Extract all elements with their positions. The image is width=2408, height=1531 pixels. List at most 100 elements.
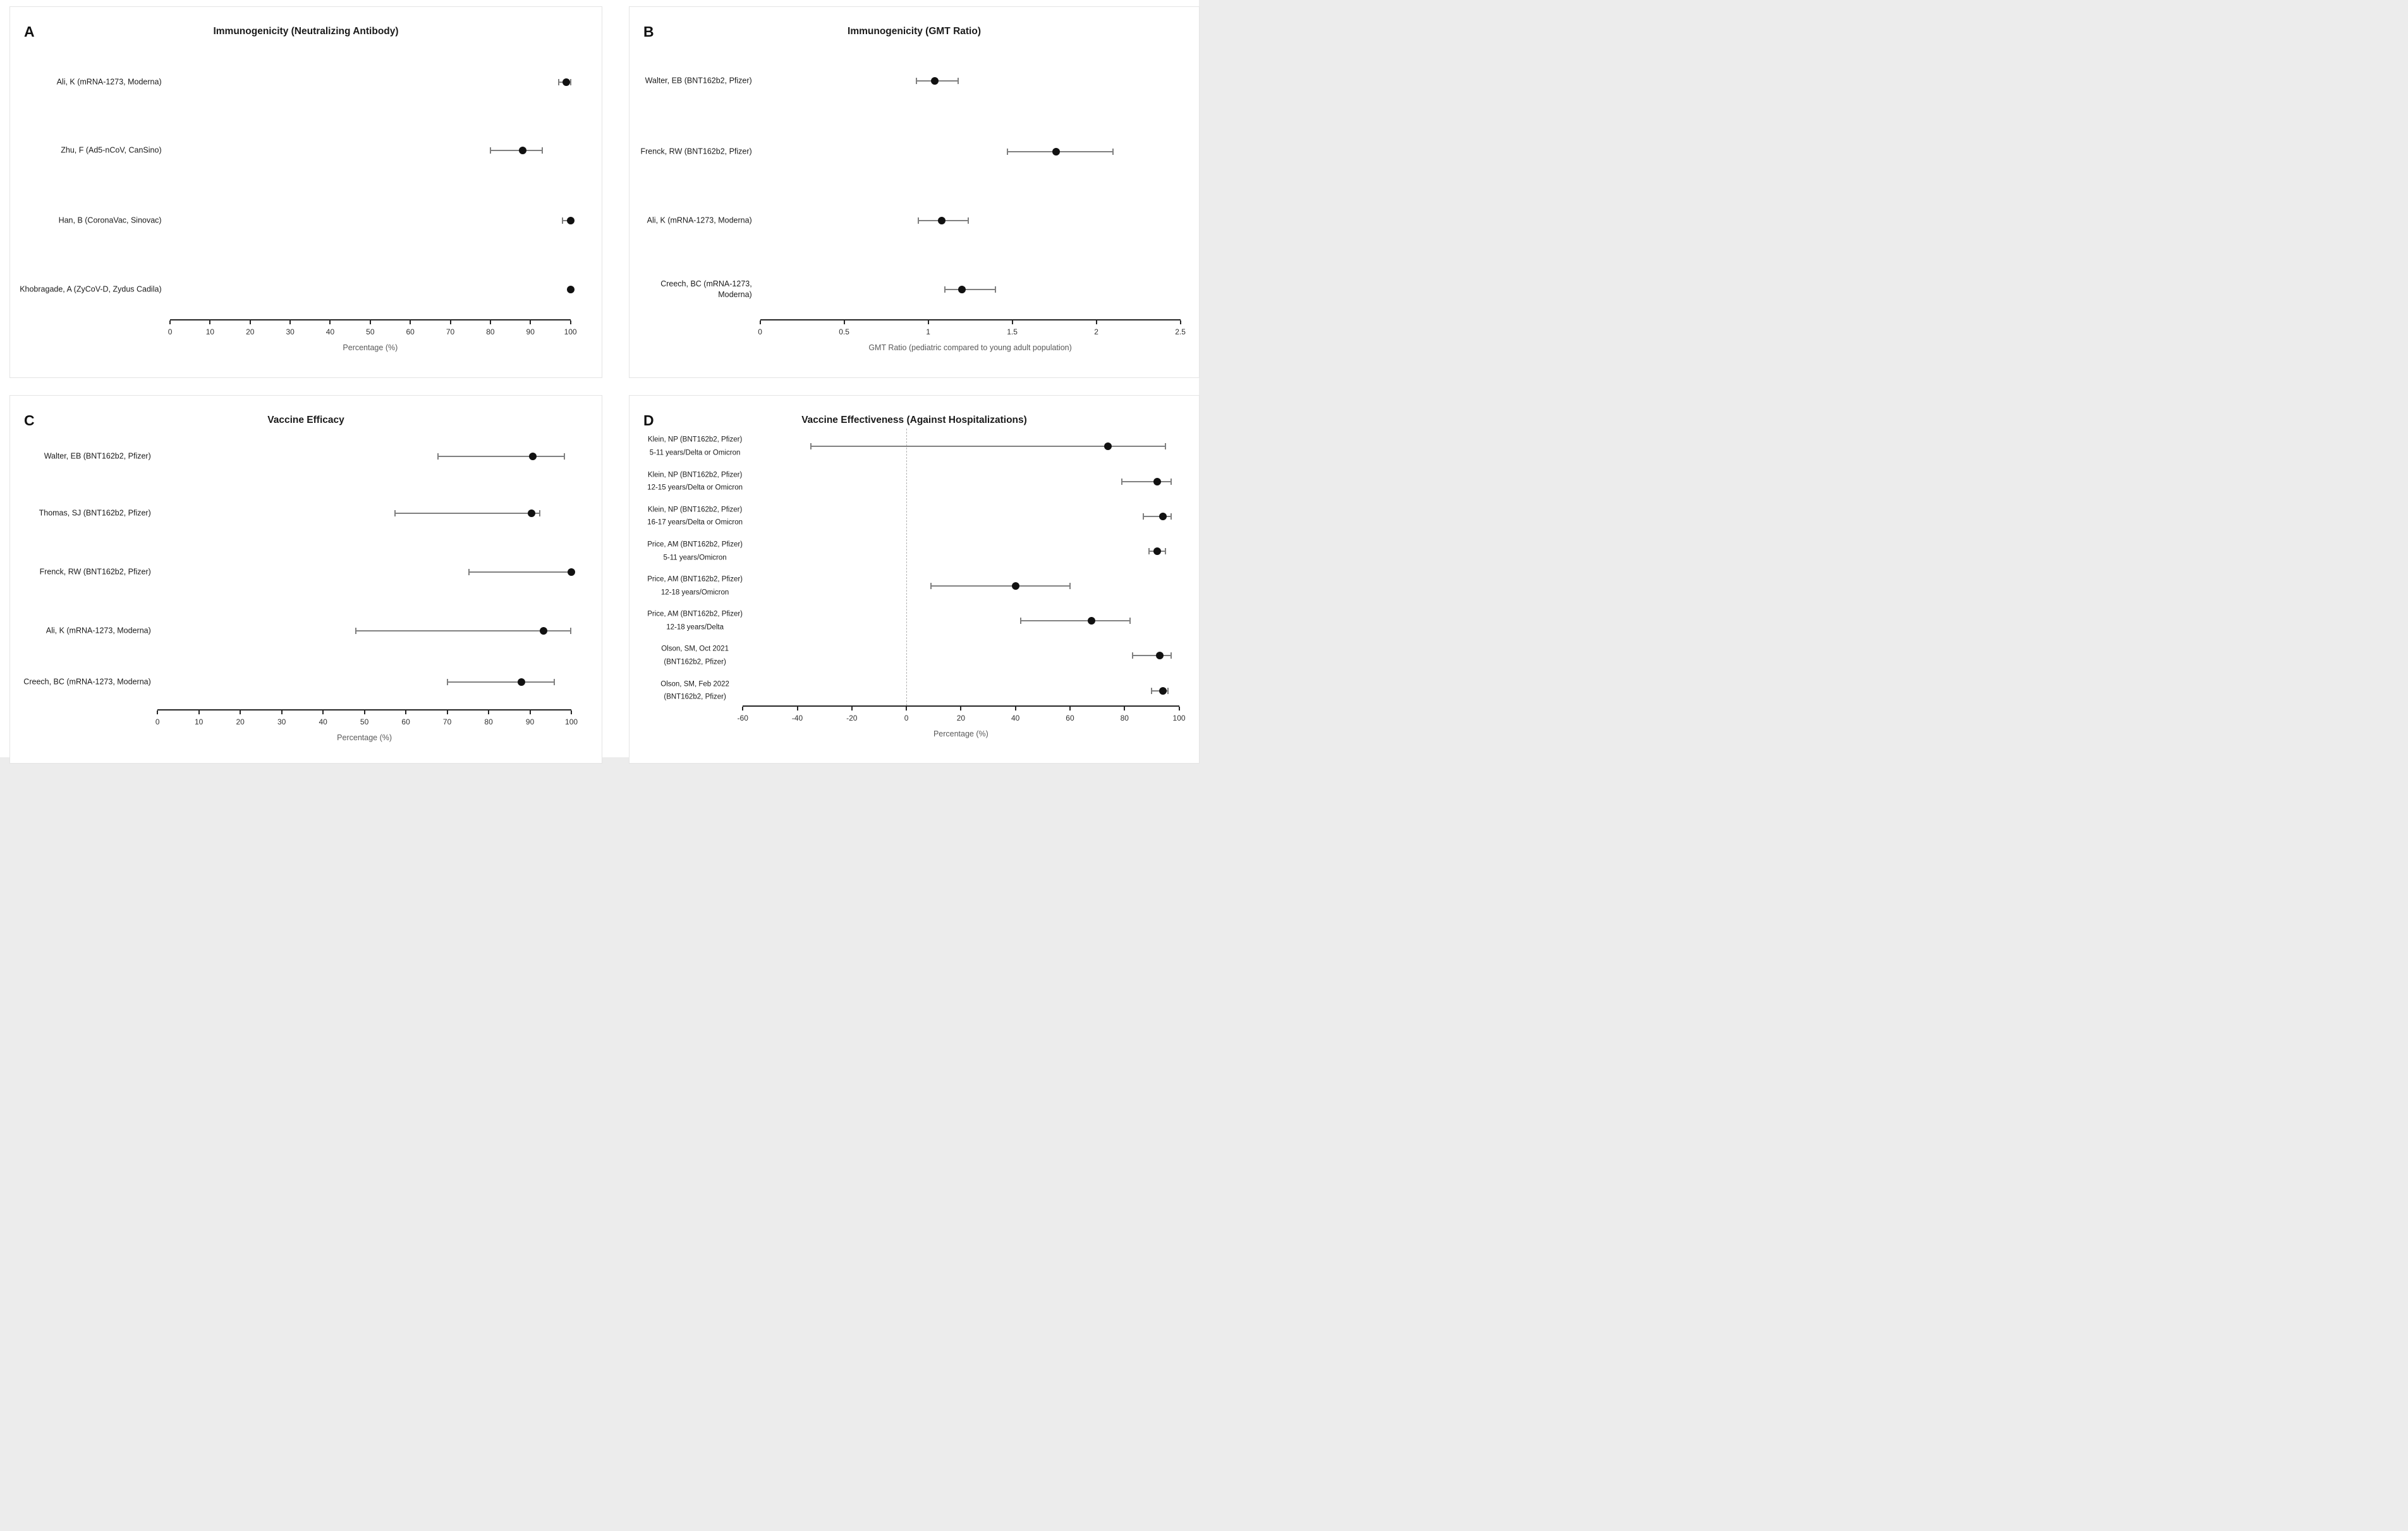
study-label: Frenck, RW (BNT162b2, Pfizer) [39, 567, 151, 576]
study-label-line: (BNT162b2, Pfizer) [664, 693, 726, 701]
panel-d-plot-area: Klein, NP (BNT162b2, Pfizer) 5-11 years/D… [629, 396, 1199, 763]
point-estimate-dot [931, 77, 939, 85]
ci-cap-right [1167, 687, 1169, 694]
confidence-interval-line [945, 289, 995, 291]
axis-tick-label: -60 [737, 714, 748, 723]
panel-a-plot-area: Ali, K (mRNA-1273, Moderna) Zhu, F (Ad5-n… [10, 7, 602, 377]
axis-tick [281, 711, 283, 715]
axis-tick [488, 711, 490, 715]
axis-tick [249, 320, 251, 324]
ci-cap-left [944, 286, 946, 293]
axis-tick [209, 320, 211, 324]
axis-tick [289, 320, 291, 324]
study-label-line: (BNT162b2, Pfizer) [664, 658, 726, 666]
ci-cap-left [355, 628, 356, 634]
ci-cap-left [561, 217, 563, 224]
axis-tick [363, 711, 365, 715]
study-label-line: 5-11 years/Delta or Omicron [649, 449, 741, 457]
panel-a-immunogenicity-neutralizing-antibody: A Immunogenicity (Neutralizing Antibody)… [9, 6, 602, 378]
ci-cap-right [994, 286, 996, 293]
point-estimate-dot [1153, 477, 1162, 485]
axis-tick-label: 40 [319, 717, 327, 727]
axis-tick [157, 711, 159, 715]
confidence-interval-line [1007, 150, 1114, 152]
ci-cap-left [1132, 652, 1134, 659]
axis-tick-label: 20 [246, 327, 255, 336]
axis-tick [530, 320, 532, 324]
point-estimate-dot [1088, 617, 1096, 625]
study-label: Klein, NP (BNT162b2, Pfizer) 12-15 years/… [635, 468, 755, 494]
study-label: Thomas, SJ (BNT162b2, Pfizer) [39, 508, 151, 518]
confidence-interval-line [447, 681, 554, 683]
ci-cap-right [1170, 478, 1172, 485]
ci-cap-left [437, 453, 439, 460]
ci-cap-right [958, 78, 959, 85]
panel-c-vaccine-efficacy: C Vaccine Efficacy Walter, EB (BNT162b2,… [9, 395, 602, 764]
panel-a-title: Immunogenicity (Neutralizing Antibody) [213, 26, 399, 37]
ci-cap-left [810, 443, 812, 450]
study-label-line: 5-11 years/Omicron [663, 553, 727, 561]
point-estimate-dot [518, 678, 526, 686]
confidence-interval-line [1121, 480, 1171, 482]
axis-tick-label: 100 [1172, 714, 1186, 723]
study-label: Han, B (CoronaVac, Sinovac) [58, 216, 162, 225]
ci-cap-right [1112, 148, 1114, 155]
axis-tick [1178, 707, 1180, 711]
confidence-interval-line [930, 585, 1070, 587]
axis-tick [446, 711, 448, 715]
x-axis-line [157, 709, 572, 711]
axis-tick [322, 711, 324, 715]
axis-tick [1124, 707, 1126, 711]
panel-d-title: Vaccine Effectiveness (Against Hospitali… [801, 415, 1027, 425]
axis-tick-label: 0.5 [839, 327, 849, 336]
axis-tick-label: 40 [325, 327, 335, 336]
axis-tick [410, 320, 411, 324]
study-label-line: Klein, NP (BNT162b2, Pfizer) [647, 470, 743, 479]
ci-cap-left [468, 568, 470, 575]
axis-tick-label: -40 [791, 714, 803, 723]
ci-cap-right [1129, 618, 1131, 625]
ci-cap-right [1069, 583, 1071, 590]
study-label-line: Olson, SM, Feb 2022 [660, 680, 729, 688]
axis-tick-label: 50 [360, 717, 369, 727]
study-label: Price, AM (BNT162b2, Pfizer) 12-18 years/… [635, 573, 755, 599]
axis-tick [742, 707, 744, 711]
x-axis-label: Percentage (%) [933, 729, 988, 739]
study-label: Klein, NP (BNT162b2, Pfizer) 5-11 years/D… [635, 433, 755, 459]
axis-tick [927, 320, 929, 324]
ci-cap-left [394, 509, 396, 516]
study-label-line: Klein, NP (BNT162b2, Pfizer) [647, 505, 743, 513]
ci-cap-right [968, 217, 970, 224]
axis-tick-label: 0 [155, 717, 160, 727]
x-axis-label: GMT Ratio (pediatric compared to young a… [868, 343, 1072, 352]
ci-cap-left [489, 147, 491, 154]
confidence-interval-line [437, 455, 564, 457]
axis-tick-label: 20 [956, 714, 966, 723]
ci-cap-left [1151, 687, 1153, 694]
ci-cap-right [539, 509, 541, 516]
panel-b-title: Immunogenicity (GMT Ratio) [848, 26, 981, 37]
point-estimate-dot [1156, 652, 1164, 660]
axis-tick-label: 80 [1120, 714, 1129, 723]
panel-c-title: Vaccine Efficacy [267, 415, 344, 425]
study-label: Zhu, F (Ad5-nCoV, CanSino) [61, 145, 162, 155]
axis-tick-label: 10 [205, 327, 215, 336]
axis-tick-label: 0 [904, 714, 909, 723]
axis-tick-label: 90 [525, 717, 535, 727]
study-label-line: Olson, SM, Oct 2021 [661, 645, 729, 653]
study-label: Olson, SM, Feb 2022 (BNT162b2, Pfizer) [635, 678, 755, 704]
confidence-interval-line [395, 512, 540, 514]
point-estimate-dot [529, 452, 537, 460]
ci-cap-right [1170, 513, 1172, 520]
panel-letter-c: C [24, 412, 35, 429]
axis-tick [1011, 320, 1013, 324]
point-estimate-dot [566, 217, 575, 225]
ci-cap-right [1170, 652, 1172, 659]
confidence-interval-line [1021, 620, 1130, 622]
zero-reference-line [906, 429, 908, 706]
study-label: Creech, BC (mRNA-1273, Moderna) [660, 279, 752, 300]
point-estimate-dot [958, 286, 966, 294]
x-axis-line [760, 319, 1181, 320]
point-estimate-dot [1158, 686, 1167, 695]
axis-tick-label: 80 [486, 327, 495, 336]
